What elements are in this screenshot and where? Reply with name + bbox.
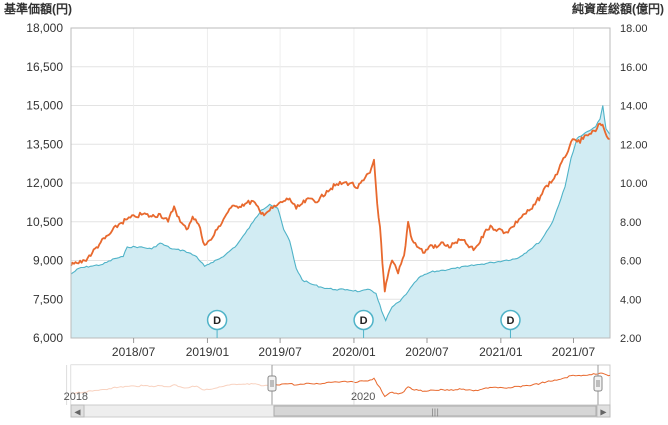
dividend-marker-label: D [360,315,368,327]
x-tick-label: 2018/07 [112,345,156,359]
net-assets-line [70,105,611,323]
scroll-left-button[interactable] [70,404,85,418]
x-tick-label: 2020/01 [332,345,376,359]
left-tick-label: 9,000 [33,254,63,268]
left-tick-label: 15,000 [26,99,63,113]
arrow-left-icon: ◀ [74,408,81,417]
navigator-year-label: 2018 [64,391,88,403]
handle-right-body[interactable] [593,375,603,392]
scroll-grip-icon: ||| [431,408,439,417]
right-axis-title: 純資産総額(億円) [572,1,664,16]
navigator-mask-left [71,365,272,405]
navigator-handle-right[interactable] [593,375,603,392]
right-tick-label: 10.00 [620,178,648,190]
left-tick-label: 18,000 [26,21,63,35]
dividend-marker-label: D [506,315,514,327]
x-axis: 2018/07 2019/01 2019/07 2020/01 2020/07 2021/… [112,338,596,359]
left-tick-label: 13,500 [26,137,63,151]
right-tick-label: 6.00 [620,256,641,268]
right-tick-label: 8.00 [620,217,641,229]
x-tick-label: 2019/01 [186,345,230,359]
x-tick-label: 2019/07 [258,345,302,359]
navigator-labels: 2018 2020 [64,365,375,405]
nav-price-line [70,122,611,293]
left-axis: 6,000 7,500 9,000 10,500 12,000 13,500 15,000 1… [26,21,63,345]
right-tick-label: 4.00 [620,294,641,306]
dividend-marker-label: D [213,315,221,327]
dividend-marker-circle [500,309,521,331]
right-tick-label: 2.00 [620,333,641,345]
left-tick-label: 16,500 [26,60,63,74]
right-tick-label: 14.00 [620,101,648,113]
right-tick-label: 12.00 [620,139,648,151]
left-axis-title: 基準価額(円) [3,1,72,16]
left-tick-label: 10,500 [26,215,63,229]
right-tick-label: 18.00 [620,23,648,35]
net-assets-area [70,105,611,338]
dividend-marker-circle [353,309,374,331]
scroll-right-button[interactable] [596,404,611,418]
navigator-year-label: 2020 [351,391,375,403]
x-tick-label: 2021/01 [479,345,523,359]
x-tick-label: 2020/07 [405,345,449,359]
nav-line [70,122,611,293]
navigator[interactable]: 2018 2020 [64,364,611,406]
left-tick-label: 12,000 [26,176,63,190]
right-tick-label: 16.00 [620,62,648,74]
net-assets-fill [71,105,610,338]
navigator-handle-left[interactable] [267,375,277,392]
handle-left-body[interactable] [267,375,277,392]
right-axis: 2.00 4.00 6.00 8.00 10.00 12.00 14.00 16.00 18.0… [620,23,648,345]
left-tick-label: 7,500 [33,292,63,306]
dividend-marker-circle [206,309,228,331]
plot-border [70,27,611,339]
scrollbar[interactable]: ◀ ||| ▶ [70,404,611,418]
x-tick-label: 2021/07 [552,345,596,359]
left-tick-label: 6,000 [33,331,63,345]
scrollbar-thumb[interactable] [273,405,597,417]
arrow-right-icon: ▶ [600,408,607,417]
